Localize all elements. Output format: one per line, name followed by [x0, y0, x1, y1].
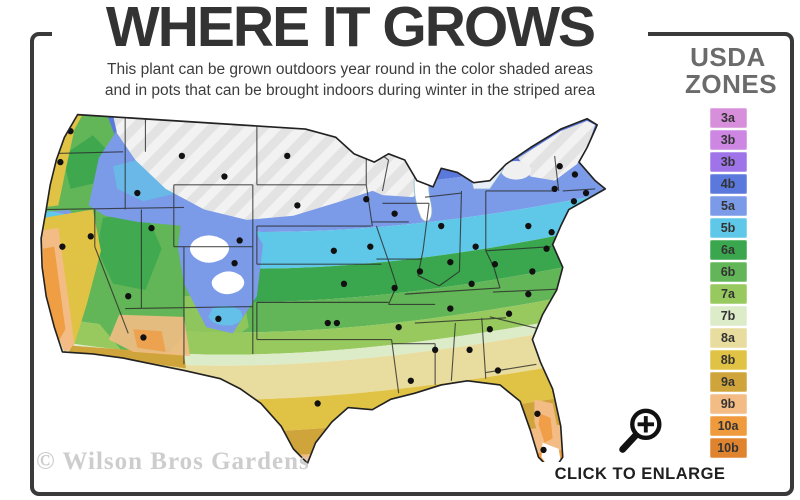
legend-zone-chip: 3a	[709, 107, 747, 129]
usda-zones-map[interactable]	[32, 94, 660, 486]
legend-title-line-2: ZONES	[685, 69, 778, 100]
legend-zone-chip: 7a	[709, 283, 747, 305]
legend-zone-chip: 5a	[709, 195, 747, 217]
subtitle: This plant can be grown outdoors year ro…	[48, 60, 652, 102]
legend-zone-chip: 8b	[709, 349, 747, 371]
legend-zone-chip: 10b	[709, 437, 747, 459]
usda-zones-map-svg[interactable]	[32, 94, 660, 486]
legend-zone-chip: 6b	[709, 261, 747, 283]
legend-zone-chip: 5b	[709, 217, 747, 239]
legend-zone-chip: 9b	[709, 393, 747, 415]
legend-title-line-1: USDA	[690, 42, 766, 72]
legend-zone-chip: 10a	[709, 415, 747, 437]
legend-zone-chip: 8a	[709, 327, 747, 349]
legend-zone-chip: 9a	[709, 371, 747, 393]
legend-zone-chip: 6a	[709, 239, 747, 261]
click-to-enlarge[interactable]: CLICK TO ENLARGE	[531, 404, 749, 491]
watermark: © Wilson Bros Gardens	[36, 448, 310, 475]
page-title: WHERE IT GROWS	[52, 0, 648, 62]
magnifier-plus-icon[interactable]	[611, 404, 669, 462]
usda-zones-legend: USDA ZONES 3a 3b 3b 4b 5a 5b 6a 6b 7a 7b 8a 8b 9a 9b 1…	[685, 42, 778, 460]
legend-zone-list: 3a 3b 3b 4b 5a 5b 6a 6b 7a 7b 8a 8b 9a 9b 10a 10b	[685, 107, 771, 459]
legend-title: USDA ZONES	[685, 42, 778, 100]
cta-label[interactable]: CLICK TO ENLARGE	[531, 462, 749, 491]
subtitle-line-1: This plant can be grown outdoors year ro…	[107, 61, 593, 78]
legend-zone-chip: 3b	[709, 151, 747, 173]
subtitle-line-2: and in pots that can be brought indoors …	[104, 81, 596, 99]
legend-zone-chip: 7b	[709, 305, 747, 327]
legend-zone-chip: 3b	[709, 129, 747, 151]
legend-zone-chip: 4b	[709, 173, 747, 195]
